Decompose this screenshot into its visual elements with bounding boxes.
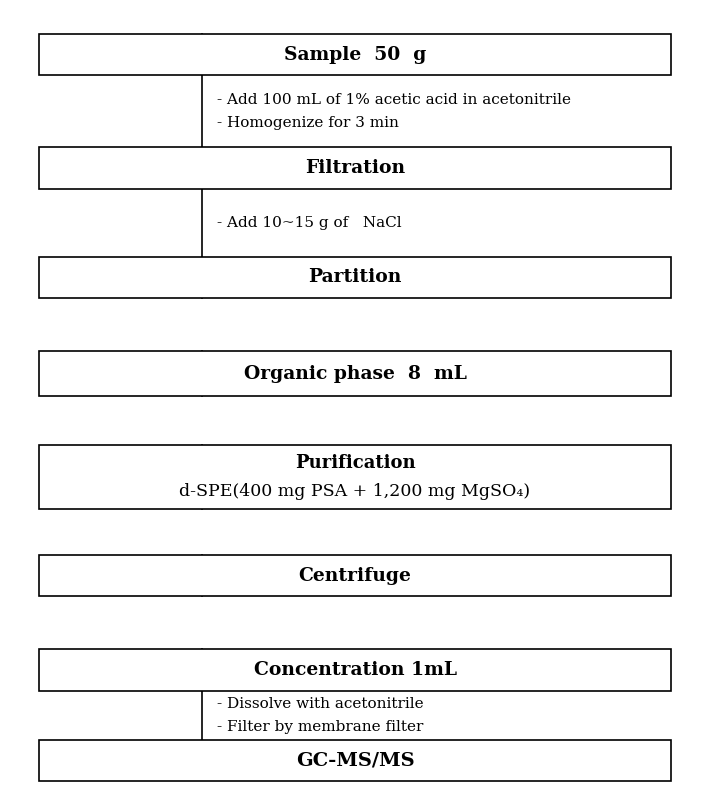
Text: Partition: Partition: [308, 268, 402, 287]
Text: - Add 10~15 g of   NaCl: - Add 10~15 g of NaCl: [217, 216, 401, 230]
FancyBboxPatch shape: [39, 649, 671, 691]
FancyBboxPatch shape: [39, 351, 671, 396]
Text: - Add 100 mL of 1% acetic acid in acetonitrile
- Homogenize for 3 min: - Add 100 mL of 1% acetic acid in aceton…: [217, 93, 571, 130]
Text: - Dissolve with acetonitrile
- Filter by membrane filter: - Dissolve with acetonitrile - Filter by…: [217, 697, 423, 733]
Text: Filtration: Filtration: [305, 159, 405, 177]
FancyBboxPatch shape: [39, 34, 671, 75]
Text: Concentration 1mL: Concentration 1mL: [253, 661, 457, 679]
Text: Organic phase  8  mL: Organic phase 8 mL: [244, 364, 466, 382]
FancyBboxPatch shape: [39, 257, 671, 298]
Text: Purification: Purification: [295, 455, 415, 473]
FancyBboxPatch shape: [39, 739, 671, 781]
FancyBboxPatch shape: [39, 445, 671, 509]
FancyBboxPatch shape: [39, 148, 671, 188]
Text: Centrifuge: Centrifuge: [299, 567, 411, 585]
Text: GC-MS/MS: GC-MS/MS: [295, 751, 415, 769]
Text: d-SPE(400 mg PSA + 1,200 mg MgSO₄): d-SPE(400 mg PSA + 1,200 mg MgSO₄): [180, 483, 530, 500]
Text: Sample  50  g: Sample 50 g: [284, 46, 426, 64]
FancyBboxPatch shape: [39, 555, 671, 597]
